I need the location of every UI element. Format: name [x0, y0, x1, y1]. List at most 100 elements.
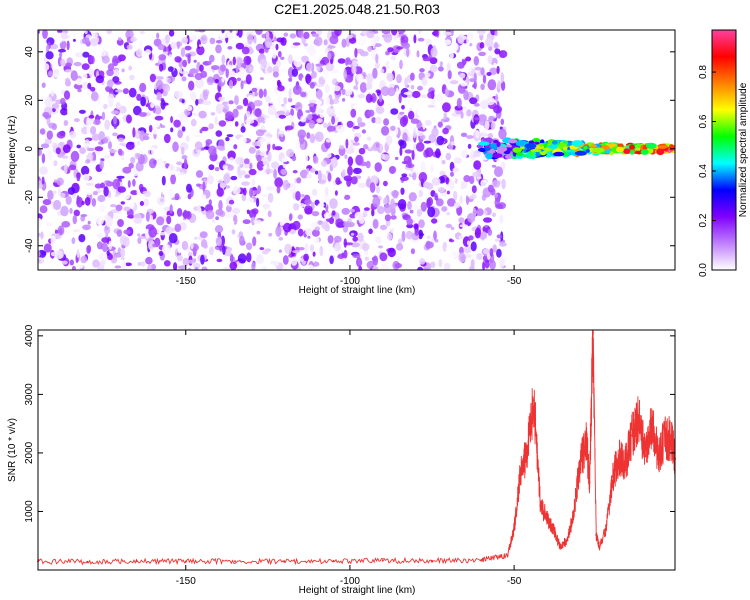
heatmap-cell [297, 203, 306, 208]
heatmap-cell [283, 97, 288, 105]
snr-data-point [552, 528, 555, 530]
heatmap-cell [493, 62, 497, 69]
heatmap-signal-cell [617, 143, 624, 148]
heatmap-cell [120, 201, 126, 205]
heatmap-cell [486, 72, 492, 76]
heatmap-cell [365, 93, 373, 104]
heatmap-cell [256, 254, 264, 265]
heatmap-cell [326, 125, 336, 132]
heatmap-cell [372, 255, 379, 266]
heatmap-cell [116, 229, 123, 237]
heatmap-cell [90, 160, 98, 164]
heatmap-cell [236, 77, 242, 82]
heatmap-cell [241, 46, 250, 55]
heatmap-cell [255, 129, 265, 137]
heatmap-cell [259, 137, 266, 142]
heatmap-cell [391, 30, 398, 36]
heatmap-cell [345, 57, 349, 66]
snr-data-point [513, 528, 516, 530]
heatmap-cell [365, 82, 373, 90]
heatmap-cell [399, 111, 405, 115]
heatmap-cell [112, 214, 119, 219]
snr-data-point [480, 559, 483, 561]
heatmap-cell [447, 198, 456, 207]
heatmap-cell [221, 54, 226, 65]
heatmap-cell [87, 220, 91, 225]
heatmap-cell [482, 261, 486, 270]
heatmap-cell [57, 225, 65, 236]
heatmap-cell [63, 120, 69, 126]
heatmap-cell [46, 44, 50, 54]
heatmap-cell [335, 177, 341, 186]
heatmap-cell [347, 34, 353, 39]
heatmap-cell [92, 259, 100, 268]
heatmap-cell [427, 197, 433, 207]
snr-data-point [381, 559, 384, 562]
heatmap-cell [84, 30, 88, 35]
heatmap-cell [448, 120, 456, 127]
heatmap-cell [143, 54, 151, 65]
heatmap-cell [439, 61, 443, 67]
heatmap-cell [297, 129, 307, 139]
heatmap-cell [148, 158, 157, 169]
heatmap-cell [132, 178, 136, 187]
heatmap-cell [413, 34, 417, 44]
heatmap-signal-cell [629, 150, 635, 155]
heatmap-cell [222, 245, 226, 255]
heatmap-signal-cell [590, 144, 598, 148]
heatmap-cell [262, 161, 267, 166]
heatmap-cell [278, 237, 284, 241]
heatmap-cell [167, 78, 172, 83]
snr-x-ticks: -150 -100 -50 [176, 330, 522, 587]
heatmap-cell [314, 226, 320, 231]
heatmap-cell [226, 204, 232, 213]
heatmap-cell [358, 216, 365, 224]
heatmap-cell [418, 219, 425, 229]
heatmap-cell [73, 209, 81, 217]
heatmap-cell [223, 250, 232, 257]
heatmap-cell [181, 118, 189, 123]
heatmap-cell [416, 209, 422, 217]
heatmap-cell [90, 55, 95, 65]
heatmap-cell [100, 259, 106, 267]
heatmap-cell [323, 39, 328, 46]
heatmap-cell [499, 214, 504, 224]
heatmap-signal-cell [640, 149, 649, 155]
heatmap-cell [215, 39, 223, 44]
heatmap-cell [158, 250, 164, 256]
heatmap-cell [222, 104, 229, 114]
heatmap-cell [98, 252, 108, 261]
colorbar-tick-label: 0.4 [698, 164, 709, 178]
heatmap-cell [277, 130, 285, 135]
heatmap-cell [38, 257, 45, 264]
heatmap-cell [488, 46, 493, 51]
heatmap-cell [487, 79, 497, 91]
heatmap-cell [39, 166, 48, 175]
heatmap-cell [137, 237, 142, 245]
heatmap-cell [455, 170, 464, 181]
heatmap-cell [186, 105, 193, 112]
heatmap-cell [226, 134, 234, 138]
heatmap-y-ticks: -40 -20 0 20 40 [24, 46, 675, 253]
heatmap-cell [120, 256, 125, 261]
heatmap-cell [145, 211, 150, 222]
heatmap-cell [96, 241, 103, 250]
heatmap-cell [480, 100, 489, 110]
heatmap-cell [237, 253, 247, 264]
heatmap-cell [245, 111, 251, 118]
heatmap-cell [236, 57, 243, 66]
heatmap-cell [316, 99, 322, 106]
heatmap-cell [83, 143, 91, 147]
heatmap-cell [463, 90, 469, 101]
heatmap-cell [280, 168, 288, 175]
heatmap-cell [242, 187, 247, 196]
heatmap-cell [473, 80, 477, 90]
heatmap-cell [148, 149, 152, 155]
heatmap-cell [475, 129, 480, 139]
heatmap-cell [282, 179, 290, 191]
heatmap-cell [57, 30, 63, 34]
heatmap-cell [155, 76, 164, 80]
heatmap-cell [92, 191, 99, 196]
heatmap-panel: -150 -100 -50 -40 -20 0 20 40 Height of straig… [7, 29, 676, 296]
